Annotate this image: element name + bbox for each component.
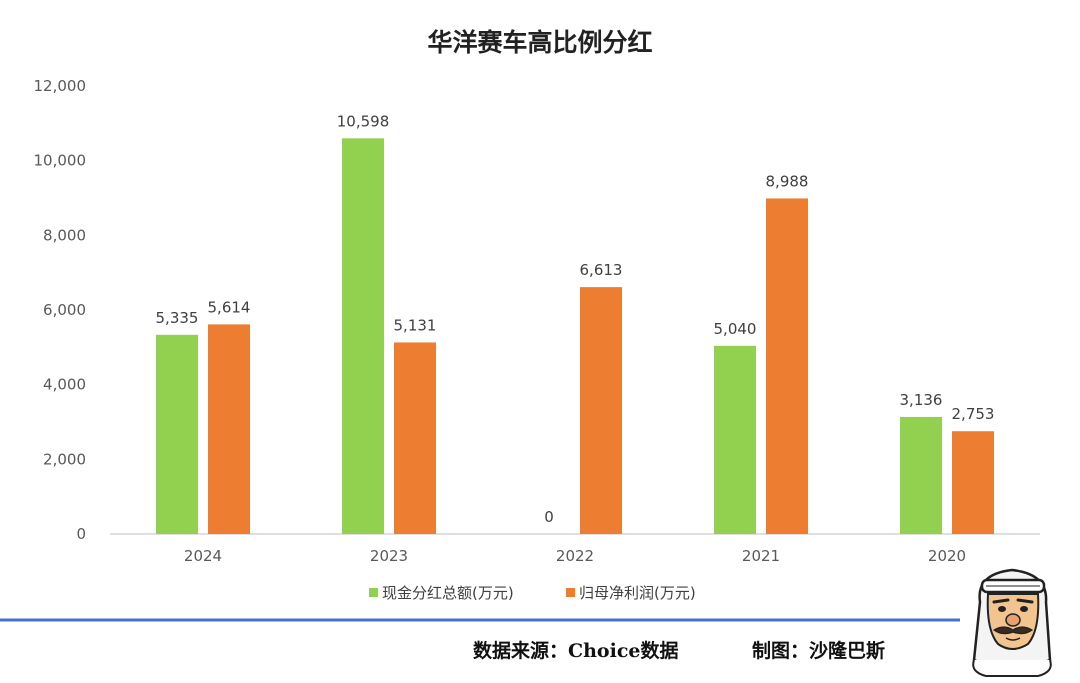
legend-label: 归母净利润(万元) (579, 584, 696, 602)
data-label: 5,040 (714, 320, 757, 338)
bar-2021-series-1 (714, 345, 756, 534)
footer-source: 数据来源：Choice数据 (473, 639, 678, 662)
y-tick-label: 6,000 (43, 301, 86, 319)
data-label: 6,613 (580, 261, 623, 279)
data-labels: 5,335 5,614 10,598 5,131 0 6,613 5,040 8,988 3,1… (156, 112, 995, 526)
bar-2022-series-2 (580, 287, 622, 534)
y-tick-label: 0 (76, 525, 86, 543)
mascot-avatar-icon (972, 568, 1052, 677)
x-tick-label: 2021 (742, 547, 780, 565)
bar-2021-series-2 (766, 198, 808, 534)
bar-2024-series-1 (156, 334, 198, 534)
bar-2024-series-2 (208, 324, 250, 534)
footer-credit: 制图：沙隆巴斯 (752, 639, 885, 662)
bar-2020-series-1 (900, 416, 942, 534)
bars (156, 138, 994, 534)
chart-title: 华洋赛车高比例分红 (427, 28, 652, 57)
legend-swatch (369, 588, 378, 597)
y-tick-label: 4,000 (43, 376, 86, 394)
data-label: 0 (544, 508, 554, 526)
data-label: 10,598 (337, 112, 390, 130)
y-tick-label: 8,000 (43, 226, 86, 244)
legend-swatch (566, 588, 575, 597)
data-label: 8,988 (766, 172, 809, 190)
y-tick-label: 12,000 (34, 77, 87, 95)
y-tick-label: 2,000 (43, 450, 86, 468)
y-tick-label: 10,000 (34, 152, 87, 170)
x-tick-label: 2023 (370, 547, 408, 565)
legend: 现金分红总额(万元) 归母净利润(万元) (369, 584, 696, 602)
data-label: 5,131 (394, 316, 437, 334)
x-axis: 2024 2023 2022 2021 2020 (184, 547, 966, 565)
data-label: 3,136 (900, 391, 943, 409)
data-label: 5,335 (156, 309, 199, 327)
data-label: 5,614 (208, 298, 251, 316)
x-tick-label: 2020 (928, 547, 966, 565)
x-tick-label: 2024 (184, 547, 222, 565)
bar-2023-series-1 (342, 138, 384, 534)
data-label: 2,753 (952, 405, 995, 423)
x-tick-label: 2022 (556, 547, 594, 565)
bar-2020-series-2 (952, 431, 994, 534)
y-axis: 0 2,000 4,000 6,000 8,000 10,000 12,000 (34, 77, 87, 543)
bar-2023-series-2 (394, 342, 436, 534)
legend-label: 现金分红总额(万元) (382, 584, 514, 602)
